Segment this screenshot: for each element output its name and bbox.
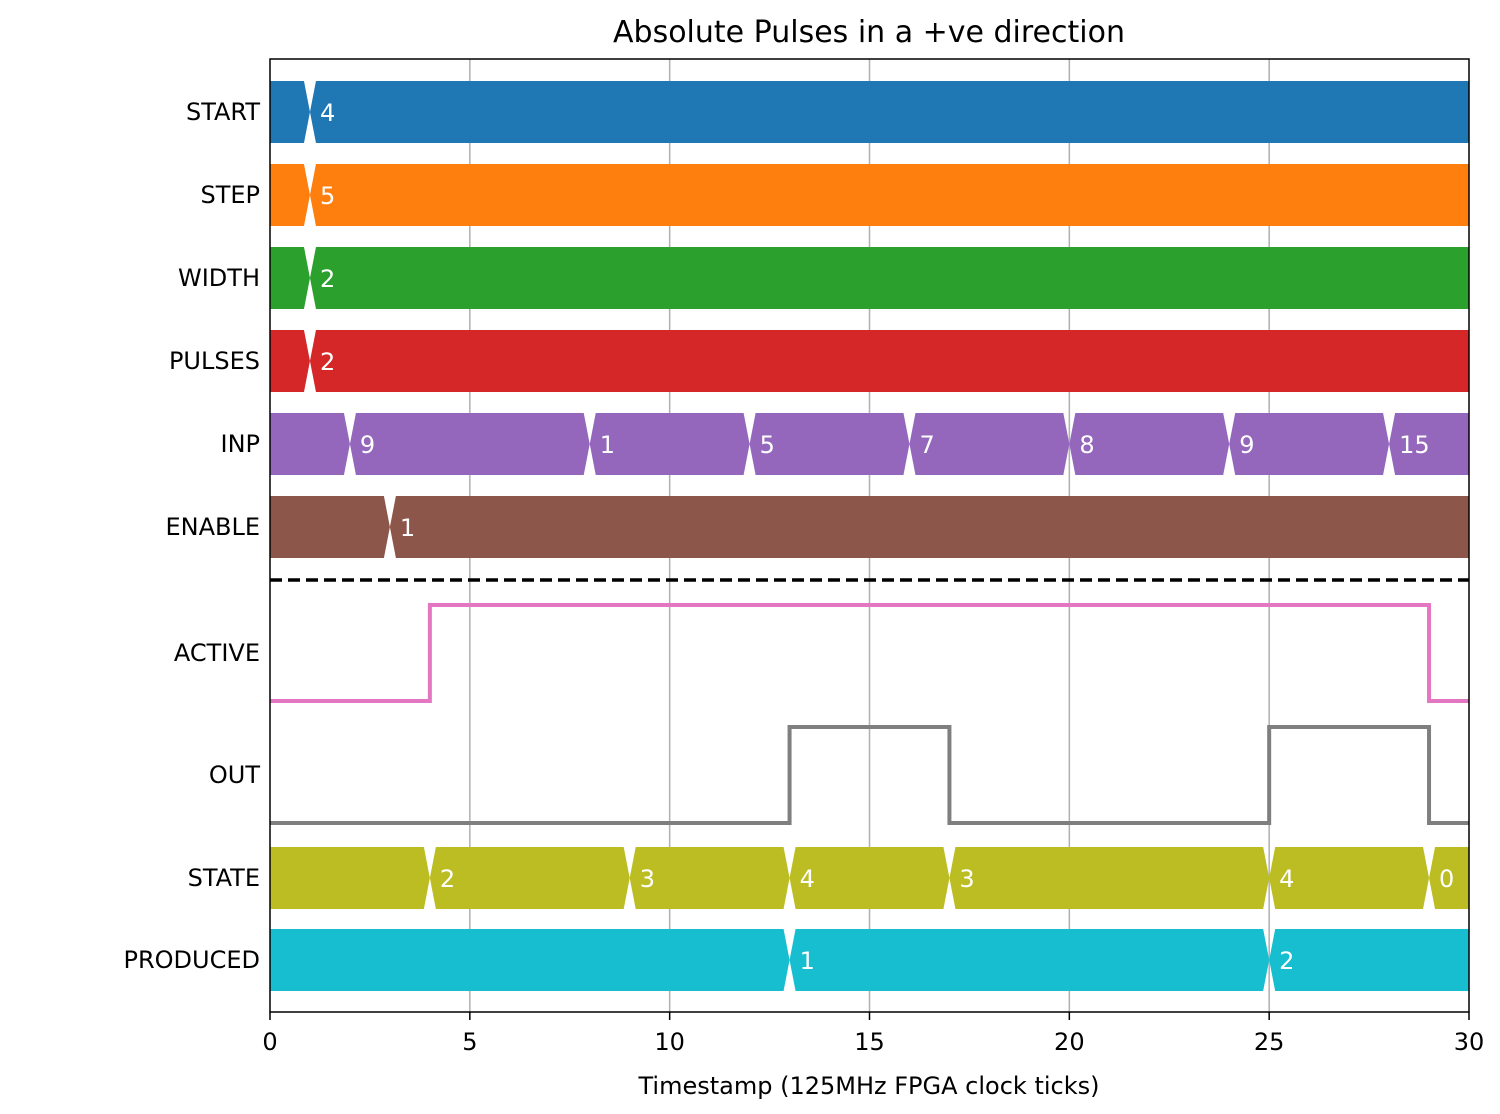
segment-start-1	[309, 81, 1469, 143]
value-label-produced-1: 2	[1279, 947, 1294, 975]
segment-inp-0	[270, 413, 350, 475]
signal-label-pulses: PULSES	[169, 347, 260, 375]
value-label-width-0: 2	[320, 265, 335, 293]
signal-produced: PRODUCED 1 2	[124, 929, 1469, 991]
value-label-state-1: 3	[640, 865, 655, 893]
x-tick-label-30: 30	[1454, 1028, 1485, 1056]
value-label-inp-3: 7	[919, 431, 934, 459]
segment-state-4	[949, 847, 1270, 909]
x-tick-label-20: 20	[1054, 1028, 1085, 1056]
value-label-inp-0: 9	[360, 431, 375, 459]
segment-pulses-1	[309, 330, 1469, 392]
signal-label-produced: PRODUCED	[124, 946, 261, 974]
signal-width: WIDTH 2	[178, 247, 1469, 309]
segment-start-0	[270, 81, 310, 143]
segment-inp-1	[349, 413, 590, 475]
value-label-state-3: 3	[959, 865, 974, 893]
signal-label-start: START	[186, 98, 260, 126]
segment-state-6	[1429, 847, 1469, 909]
segment-step-0	[270, 164, 310, 226]
value-label-inp-4: 8	[1079, 431, 1094, 459]
value-label-enable-0: 1	[400, 514, 415, 542]
segment-enable-0	[270, 496, 390, 558]
x-tick-label-15: 15	[854, 1028, 885, 1056]
signal-label-enable: ENABLE	[165, 513, 260, 541]
value-label-state-4: 4	[1279, 865, 1294, 893]
signal-step: STEP 5	[200, 164, 1469, 226]
signal-label-out: OUT	[209, 761, 260, 789]
segment-inp-2	[589, 413, 750, 475]
segment-produced-0	[270, 929, 790, 991]
x-tick-label-25: 25	[1254, 1028, 1285, 1056]
segment-inp-6	[1229, 413, 1390, 475]
segment-enable-1	[389, 496, 1469, 558]
value-label-inp-6: 15	[1399, 431, 1430, 459]
segment-inp-4	[909, 413, 1070, 475]
signal-active: ACTIVE	[174, 603, 1469, 703]
segment-inp-5	[1069, 413, 1230, 475]
x-tick-label-5: 5	[462, 1028, 477, 1056]
segment-state-5	[1269, 847, 1430, 909]
value-label-inp-5: 9	[1239, 431, 1254, 459]
chart-title: Absolute Pulses in a +ve direction	[613, 15, 1125, 50]
signal-enable: ENABLE 1	[165, 496, 1469, 558]
waveform-out	[270, 725, 1469, 825]
signal-out: OUT	[209, 725, 1469, 825]
value-label-state-5: 0	[1439, 865, 1454, 893]
segment-produced-2	[1269, 929, 1469, 991]
value-label-inp-2: 5	[760, 431, 775, 459]
signal-label-state: STATE	[188, 864, 260, 892]
segment-state-0	[270, 847, 430, 909]
x-tick-label-10: 10	[654, 1028, 685, 1056]
value-label-produced-0: 1	[800, 947, 815, 975]
value-label-start-0: 4	[320, 99, 335, 127]
segment-width-1	[309, 247, 1469, 309]
segment-state-3	[789, 847, 950, 909]
value-label-inp-1: 1	[600, 431, 615, 459]
segment-inp-3	[749, 413, 910, 475]
x-tick-label-0: 0	[262, 1028, 277, 1056]
value-label-state-2: 4	[800, 865, 815, 893]
segment-inp-7	[1389, 413, 1469, 475]
x-axis: 0 5 10 15 20 25 30	[262, 1012, 1484, 1056]
signal-pulses: PULSES 2	[169, 330, 1469, 392]
value-label-step-0: 5	[320, 182, 335, 210]
signal-label-inp: INP	[220, 430, 260, 458]
segment-width-0	[270, 247, 310, 309]
signal-start: START 4	[186, 81, 1469, 143]
segment-produced-1	[789, 929, 1270, 991]
segment-state-1	[429, 847, 630, 909]
signal-label-step: STEP	[200, 181, 260, 209]
segment-state-2	[629, 847, 790, 909]
signal-inp: INP 9 1 5 7 8 9 15	[220, 413, 1469, 475]
signal-label-active: ACTIVE	[174, 639, 260, 667]
segment-step-1	[309, 164, 1469, 226]
signal-state: STATE 2 3 4 3 4 0	[188, 847, 1469, 909]
waveform-active	[270, 603, 1469, 703]
value-label-pulses-0: 2	[320, 348, 335, 376]
signal-label-width: WIDTH	[178, 264, 260, 292]
value-label-state-0: 2	[440, 865, 455, 893]
x-axis-label: Timestamp (125MHz FPGA clock ticks)	[638, 1072, 1100, 1100]
segment-pulses-0	[270, 330, 310, 392]
